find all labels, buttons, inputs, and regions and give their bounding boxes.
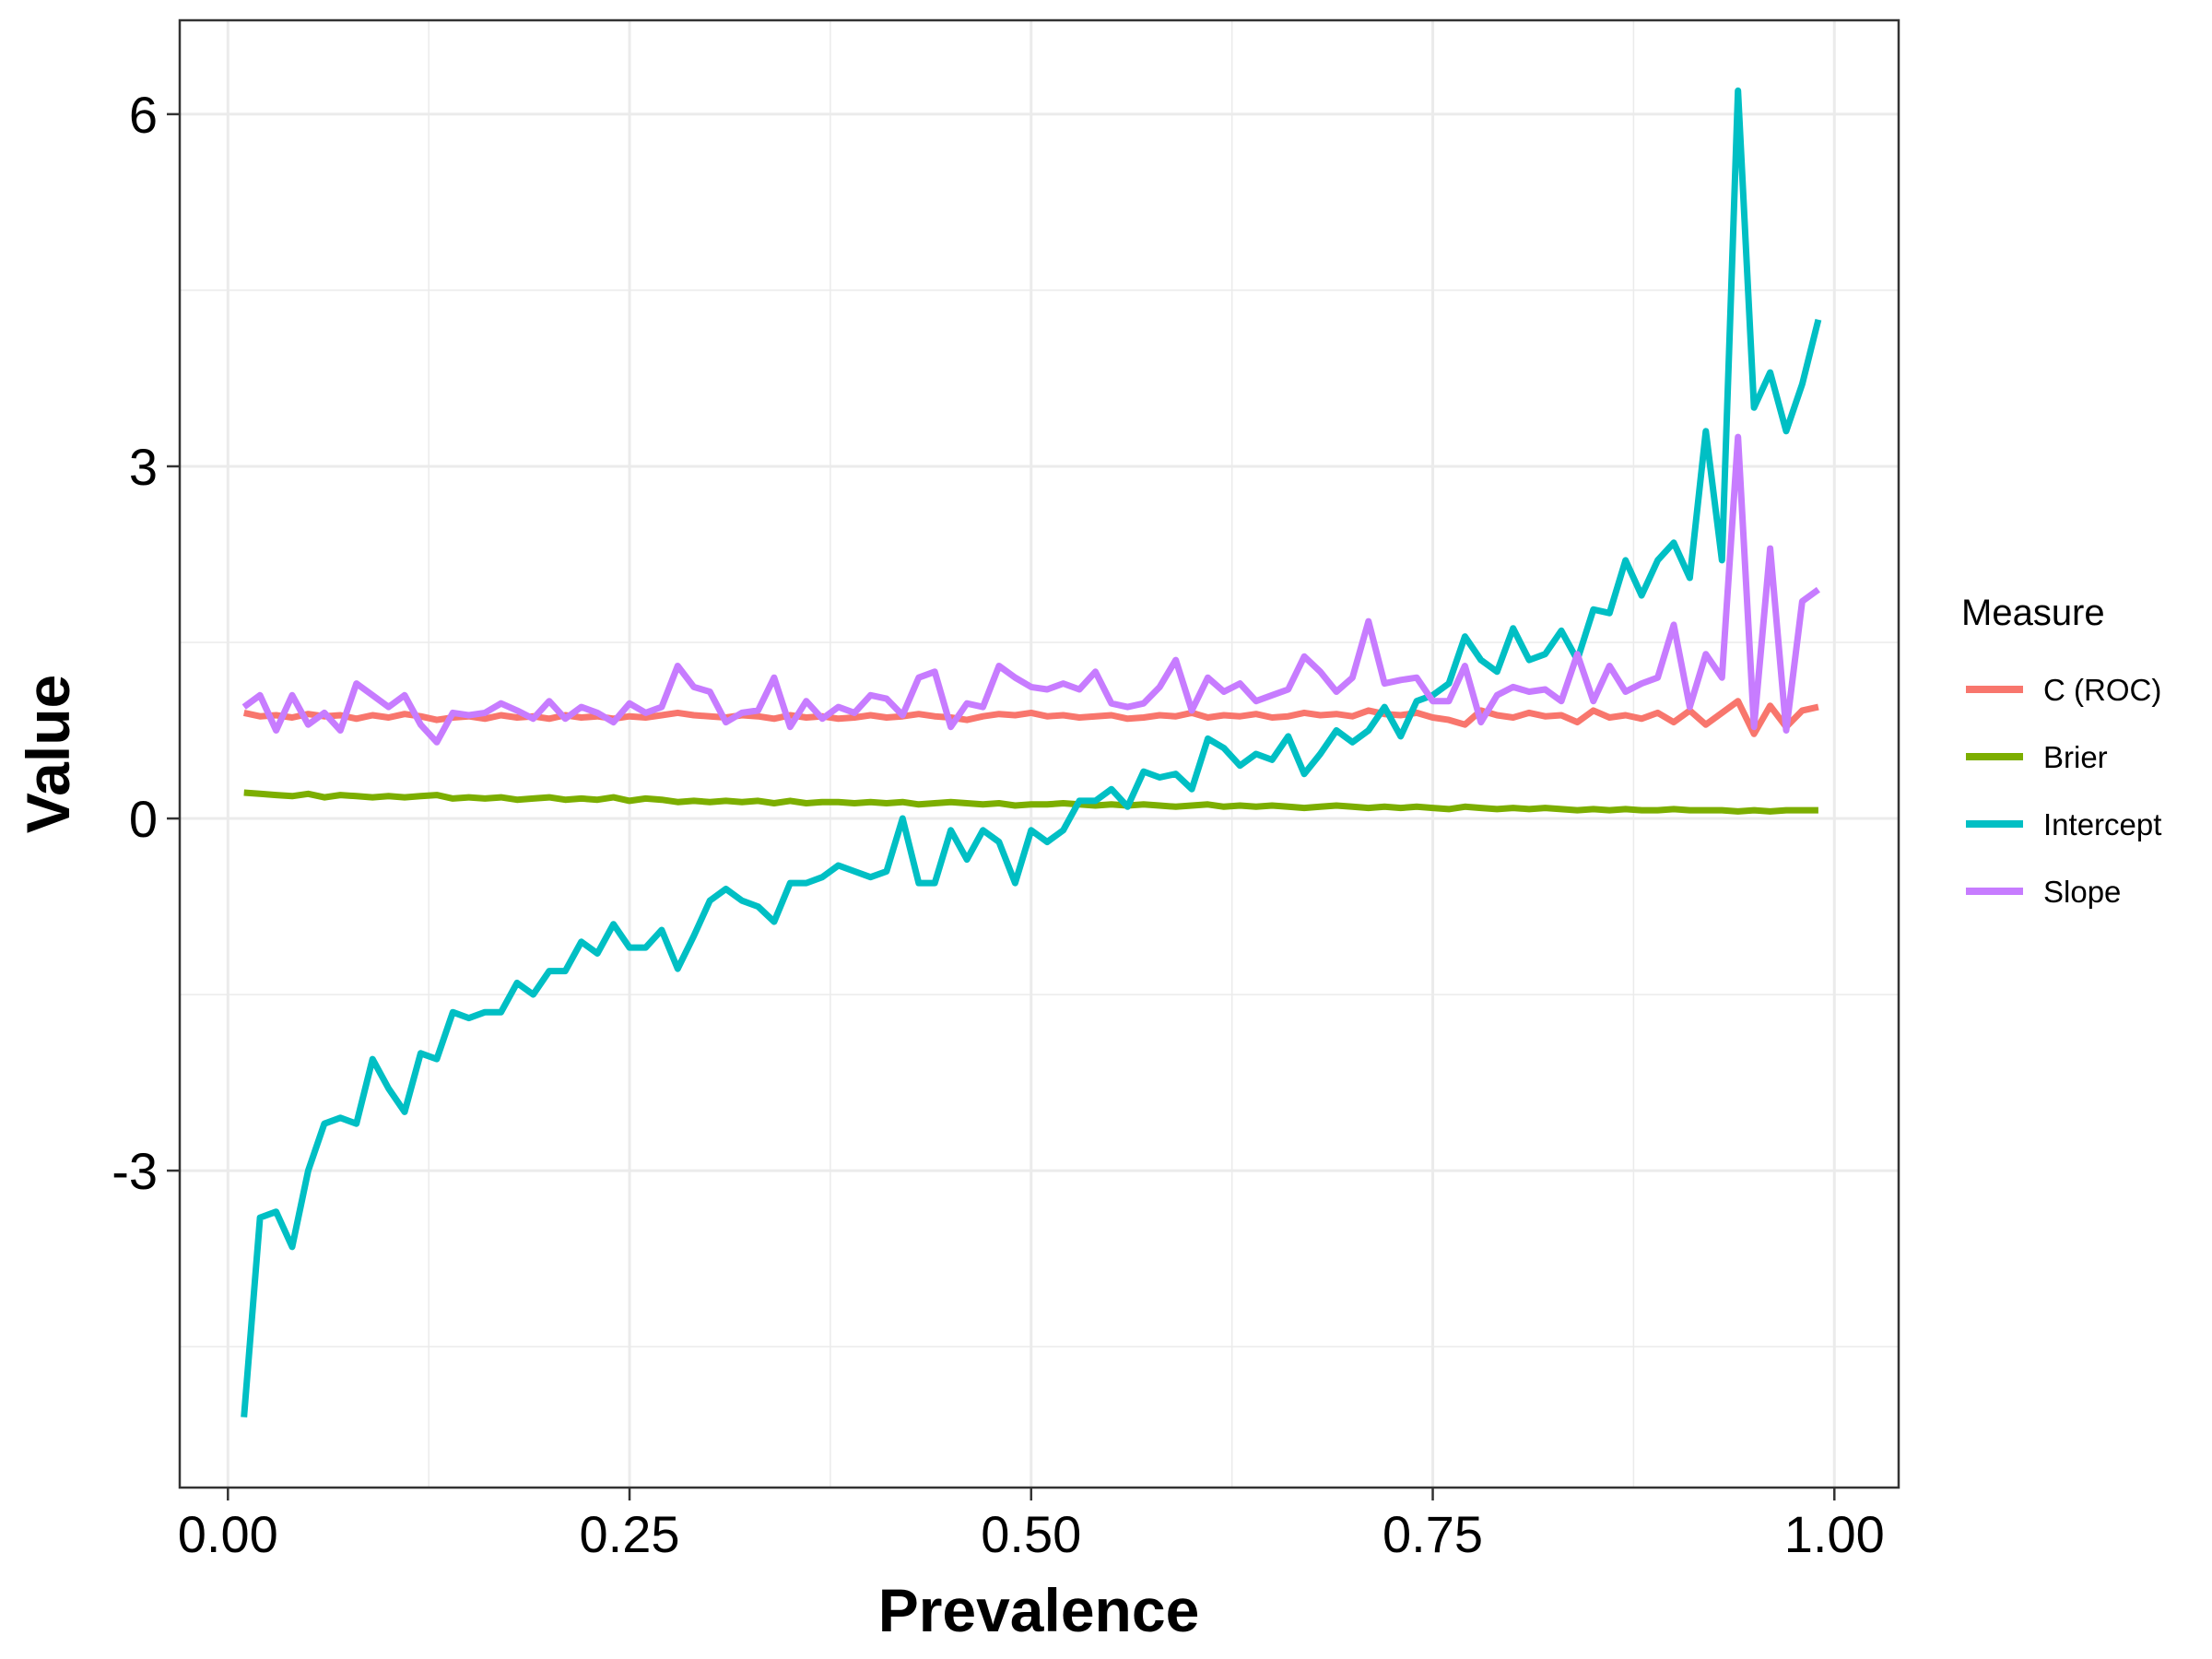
x-axis-title: Prevalence [878,1576,1200,1644]
legend-title: Measure [1961,593,2105,633]
series-line-1 [243,789,1818,815]
x-tick-label: 0.00 [178,1505,278,1563]
legend: Measure C (ROC) Brier Intercept Slope [1961,593,2161,909]
legend-entry-label: Intercept [2043,807,2161,841]
series-line-2 [241,87,1822,1418]
series-line-0 [242,698,1819,737]
y-tick-label: 0 [129,790,158,848]
y-tick-label: -3 [112,1142,158,1200]
series-line-3 [241,433,1820,746]
y-axis: -3 0 3 6 [112,86,180,1200]
legend-entry-label: Slope [2043,875,2121,909]
legend-entry-label: Brier [2043,740,2108,774]
x-tick-label: 1.00 [1784,1505,1885,1563]
minor-gridlines [180,20,1899,1488]
y-tick-label: 6 [129,86,158,144]
series-lines [241,87,1822,1418]
legend-entry-label: C (ROC) [2043,673,2161,707]
y-tick-label: 3 [129,438,158,496]
x-tick-label: 0.50 [981,1505,1081,1563]
x-tick-label: 0.25 [580,1505,680,1563]
major-gridlines [180,20,1899,1488]
x-axis: 0.00 0.25 0.50 0.75 1.00 [178,1488,1885,1563]
panel-border [178,18,1900,1489]
x-tick-label: 0.75 [1382,1505,1483,1563]
y-axis-title: Value [14,675,82,833]
panel-background [180,20,1899,1488]
